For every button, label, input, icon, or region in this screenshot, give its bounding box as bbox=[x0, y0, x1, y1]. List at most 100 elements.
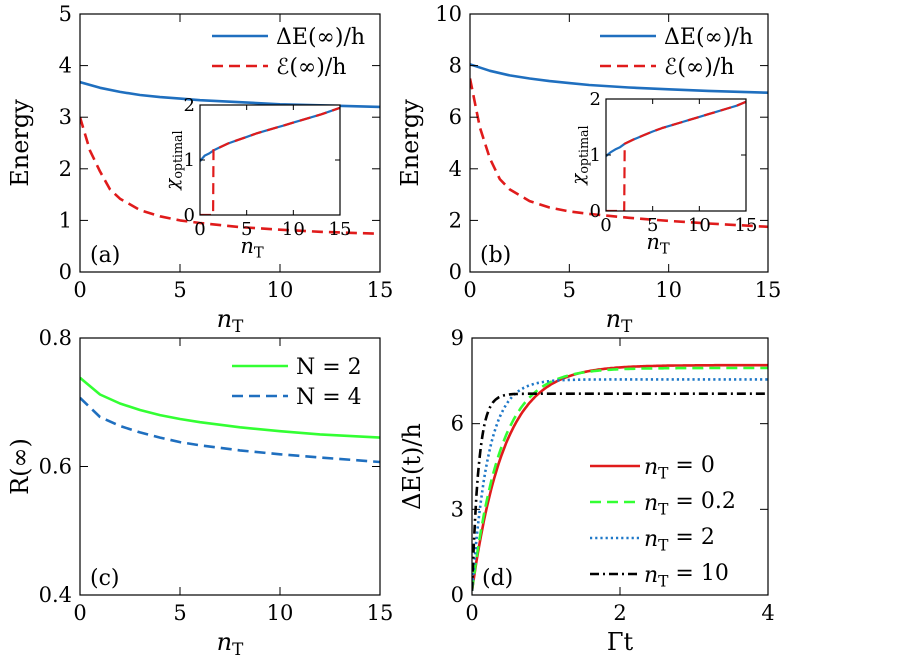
ytick-label: 10 bbox=[435, 2, 462, 26]
series-group bbox=[470, 63, 768, 229]
inset-xlabel: nT bbox=[646, 230, 670, 257]
panel-d: 0 2 4 0 3 6 9 Γt ΔE(t)/h (d) nT = 0 nT = 0.2 nT = 2 n… bbox=[398, 326, 775, 656]
xtick-label: 15 bbox=[367, 601, 394, 625]
ytick-label: 9 bbox=[451, 326, 464, 350]
xtick-label: 5 bbox=[173, 278, 186, 302]
ytick-label: 0 bbox=[449, 260, 462, 284]
series-line bbox=[470, 78, 768, 229]
series-group bbox=[80, 376, 380, 464]
axes-frame bbox=[79, 13, 381, 273]
series-line bbox=[472, 392, 768, 591]
x-axis-label: nT bbox=[217, 628, 244, 659]
inset-xtick-label: 15 bbox=[735, 215, 758, 236]
inset-series-line bbox=[606, 100, 746, 211]
legend-label: N = 4 bbox=[296, 385, 362, 410]
xtick-label: 5 bbox=[563, 278, 576, 302]
x-axis-label: nT bbox=[606, 305, 633, 336]
x-axis-label: Γt bbox=[607, 628, 634, 656]
y-axis-label: Energy bbox=[6, 99, 34, 187]
series-line bbox=[472, 366, 768, 591]
inset-series-line bbox=[606, 100, 746, 157]
y-axis-label: ΔE(t)/h bbox=[398, 423, 426, 510]
panel-label: (a) bbox=[90, 243, 120, 268]
ytick-label: 6 bbox=[451, 412, 464, 436]
ytick-label: 3 bbox=[59, 105, 72, 129]
inset-ytick-label: 1 bbox=[184, 150, 195, 171]
legend-label: ΔE(∞)/h bbox=[664, 25, 753, 50]
ytick-label: 0.6 bbox=[39, 455, 72, 479]
xtick-label: 10 bbox=[267, 278, 294, 302]
xtick-label: 0 bbox=[463, 278, 476, 302]
ytick-label: 8 bbox=[449, 54, 462, 78]
inset-ytick-label: 2 bbox=[590, 89, 601, 110]
legend-label: N = 2 bbox=[296, 355, 362, 380]
inset-ylabel: χoptimal bbox=[162, 130, 185, 191]
inset-xtick-label: 0 bbox=[194, 219, 205, 240]
xtick-label: 5 bbox=[173, 601, 186, 625]
inset-axes-frame bbox=[605, 98, 747, 212]
legend-label: ℰ(∞)/h bbox=[664, 55, 734, 80]
legend-label: nT = 10 bbox=[644, 561, 729, 591]
xtick-label: 2 bbox=[613, 601, 626, 625]
y-axis-label: R(∞) bbox=[6, 438, 34, 495]
ytick-label: 0 bbox=[451, 583, 464, 607]
inset: 0 5 10 15 0 1 2 χoptimal nT bbox=[162, 95, 351, 261]
ytick-label: 4 bbox=[59, 54, 72, 78]
xtick-label: 15 bbox=[755, 278, 782, 302]
xtick-label: 10 bbox=[655, 278, 682, 302]
inset-ylabel: χoptimal bbox=[568, 125, 591, 186]
legend-label: ℰ(∞)/h bbox=[276, 55, 346, 80]
inset-ytick-label: 0 bbox=[184, 205, 195, 226]
inset-xtick-label: 15 bbox=[329, 219, 352, 240]
inset-plot-bg bbox=[606, 99, 746, 211]
inset-xtick-label: 10 bbox=[688, 215, 711, 236]
xtick-label: 4 bbox=[761, 601, 774, 625]
series-line bbox=[470, 63, 768, 94]
axes-frame bbox=[471, 337, 769, 596]
y-axis-label: Energy bbox=[396, 99, 424, 187]
panel-b: 0 5 10 15 0 1 2 χoptimal nT 0 5 10 15 0 2 4 6 8 10 nT Energy… bbox=[396, 2, 781, 336]
inset-xtick-label: 5 bbox=[241, 219, 252, 240]
panel-label: (d) bbox=[482, 566, 513, 591]
ytick-label: 2 bbox=[59, 157, 72, 181]
xtick-label: 15 bbox=[367, 278, 394, 302]
panel-label: (c) bbox=[90, 566, 120, 591]
axes-frame bbox=[79, 337, 381, 596]
series-line bbox=[80, 396, 380, 464]
ytick-label: 0.8 bbox=[39, 326, 72, 350]
ytick-label: 6 bbox=[449, 105, 462, 129]
xtick-label: 10 bbox=[267, 601, 294, 625]
inset-series-group bbox=[606, 100, 746, 211]
inset-xlabel: nT bbox=[240, 234, 264, 261]
legend-label: ΔE(∞)/h bbox=[276, 25, 365, 50]
ytick-label: 5 bbox=[59, 2, 72, 26]
plot-bg bbox=[80, 338, 380, 595]
inset-series-group bbox=[200, 106, 340, 215]
inset-xtick-label: 5 bbox=[647, 215, 658, 236]
ytick-label: 1 bbox=[59, 208, 72, 232]
series-line bbox=[472, 363, 768, 591]
ytick-label: 0.4 bbox=[39, 583, 72, 607]
inset-ytick-label: 0 bbox=[590, 201, 601, 222]
inset-plot-bg bbox=[200, 105, 340, 215]
ytick-label: 4 bbox=[449, 157, 462, 181]
xtick-label: 0 bbox=[73, 601, 86, 625]
inset: 0 5 10 15 0 1 2 χoptimal nT bbox=[568, 89, 757, 257]
ytick-label: 0 bbox=[59, 260, 72, 284]
panel-c: 0 5 10 15 0.4 0.6 0.8 nT R(∞) (c) N = 2 N = 4 bbox=[6, 326, 393, 659]
ytick-label: 2 bbox=[449, 208, 462, 232]
inset-series-line bbox=[200, 106, 340, 215]
xtick-label: 0 bbox=[73, 278, 86, 302]
xtick-label: 0 bbox=[465, 601, 478, 625]
inset-xtick-label: 0 bbox=[600, 215, 611, 236]
legend-label: nT = 0.2 bbox=[644, 489, 736, 519]
series-line bbox=[80, 376, 380, 439]
axes-frame bbox=[469, 13, 769, 273]
legend-label: nT = 0 bbox=[644, 453, 715, 483]
inset-ytick-label: 2 bbox=[184, 95, 195, 116]
series-group bbox=[472, 363, 768, 591]
inset-axes-frame bbox=[199, 104, 341, 216]
inset-ytick-label: 1 bbox=[590, 145, 601, 166]
